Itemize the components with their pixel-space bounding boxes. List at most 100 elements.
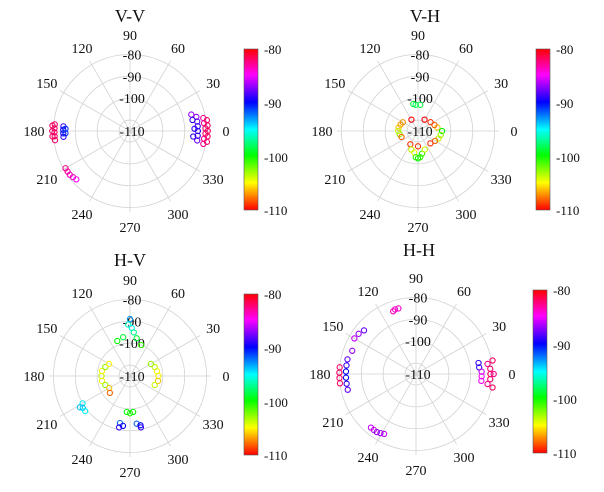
scatter-points	[49, 111, 211, 183]
colorbar-tick: -110	[556, 203, 579, 218]
scatter-point	[189, 116, 196, 124]
angular-tick-label: 30	[492, 320, 506, 335]
scatter-point	[126, 315, 134, 323]
colorbar-tick: -110	[264, 448, 287, 463]
scatter-point	[487, 376, 494, 383]
scatter-point	[62, 125, 69, 132]
scatter-point	[427, 140, 434, 147]
colorbar-gradient	[243, 48, 259, 211]
polar-grid	[49, 50, 211, 212]
angular-tick-labels: 0 30 60 90 120 150 180 210 240 270 300 330	[24, 29, 230, 236]
colorbar-tick: -90	[264, 341, 281, 356]
scatter-point	[126, 410, 134, 417]
scatter-point	[344, 356, 351, 363]
angular-tick-label: 120	[360, 42, 381, 57]
panel-vh: V-H -80 -90 -100 -110 0 30 60 90 120 150 180 210 24…	[312, 6, 580, 236]
scatter-point	[194, 137, 201, 144]
grid-spoke	[415, 303, 457, 375]
angular-tick-label: 240	[358, 451, 379, 466]
angular-tick-label: 210	[36, 418, 57, 433]
radial-tick-label: -90	[409, 313, 428, 328]
scatter-point	[115, 424, 123, 431]
grid-spoke	[59, 130, 131, 172]
scatter-point	[438, 127, 446, 135]
colorbar: -80 -90 -100 -110	[243, 287, 288, 463]
scatter-point	[138, 341, 145, 349]
grid-spoke	[377, 60, 419, 132]
angular-tick-label: 0	[509, 368, 516, 383]
colorbar-tick: -80	[264, 287, 281, 302]
scatter-point	[102, 363, 109, 371]
radial-tick-label: -110	[407, 125, 432, 140]
panel-hv: H-V -80 -90 -100 -110 0 30 60 90 120 150 180 210 24…	[24, 250, 288, 481]
angular-tick-label: 330	[489, 416, 510, 431]
radial-tick-label: -80	[411, 48, 430, 63]
colorbar-tick: -110	[553, 446, 576, 461]
scatter-point	[417, 154, 424, 161]
angular-tick-label: 90	[123, 274, 137, 289]
scatter-point	[484, 380, 491, 388]
angular-tick-label: 120	[72, 42, 93, 57]
angular-tick-label: 270	[120, 221, 141, 236]
grid-spoke	[129, 375, 201, 417]
colorbar-tick: -80	[264, 42, 281, 57]
grid-spoke	[129, 130, 201, 172]
colorbar-gradient	[535, 48, 551, 211]
radial-tick-labels: -80-90-100-110	[119, 293, 145, 385]
angular-tick-label: 60	[171, 42, 185, 57]
radial-tick-label: -80	[123, 293, 142, 308]
scatter-point	[125, 321, 132, 328]
grid-spoke	[415, 373, 487, 415]
colorbar: -80 -90 -100 -110	[535, 42, 580, 218]
radial-tick-labels: -80-90-100-110	[405, 291, 431, 383]
colorbar-tick: -90	[264, 96, 281, 111]
scatter-point	[410, 100, 417, 108]
scatter-point	[188, 111, 195, 118]
grid-spoke	[129, 335, 201, 377]
grid-spoke	[129, 60, 171, 132]
polar-grid	[335, 293, 497, 455]
angular-tick-label: 180	[312, 125, 333, 140]
scatter-point	[484, 360, 491, 368]
angular-tick-label: 270	[406, 464, 427, 479]
scatter-point	[478, 373, 485, 380]
scatter-point	[360, 327, 368, 334]
scatter-points	[336, 305, 497, 438]
scatter-point	[130, 329, 137, 336]
radial-tick-label: -100	[405, 335, 431, 350]
scatter-point	[373, 428, 380, 436]
angular-tick-label: 120	[72, 287, 93, 302]
scatter-points	[395, 100, 446, 162]
colorbar-tick: -100	[553, 392, 577, 407]
scatter-point	[417, 101, 424, 108]
scatter-point	[73, 176, 80, 183]
scatter-point	[431, 137, 439, 144]
grid-spoke	[375, 303, 417, 375]
radial-tick-label: -110	[405, 368, 430, 383]
angular-tick-label: 300	[454, 451, 475, 466]
grid-spoke	[89, 60, 131, 132]
colorbar-tick: -90	[553, 338, 570, 353]
angular-tick-label: 0	[223, 125, 230, 140]
scatter-point	[49, 133, 56, 140]
colorbar-tick: -100	[264, 150, 288, 165]
scatter-point	[343, 380, 350, 387]
grid-spoke	[59, 335, 131, 377]
angular-tick-label: 0	[511, 125, 518, 140]
scatter-point	[395, 305, 402, 312]
grid-spoke	[417, 130, 489, 172]
radial-tick-label: -80	[123, 48, 142, 63]
angular-tick-label: 210	[36, 173, 57, 188]
angular-tick-label: 60	[457, 285, 471, 300]
scatter-point	[51, 133, 58, 140]
colorbar-tick: -90	[556, 96, 573, 111]
angular-tick-label: 180	[310, 368, 331, 383]
scatter-point	[151, 363, 158, 371]
grid-spoke	[89, 375, 131, 447]
scatter-point	[147, 360, 154, 368]
panel-title: V-H	[410, 6, 440, 26]
angular-tick-label: 330	[491, 173, 512, 188]
scatter-point	[342, 368, 350, 375]
scatter-point	[82, 407, 89, 415]
